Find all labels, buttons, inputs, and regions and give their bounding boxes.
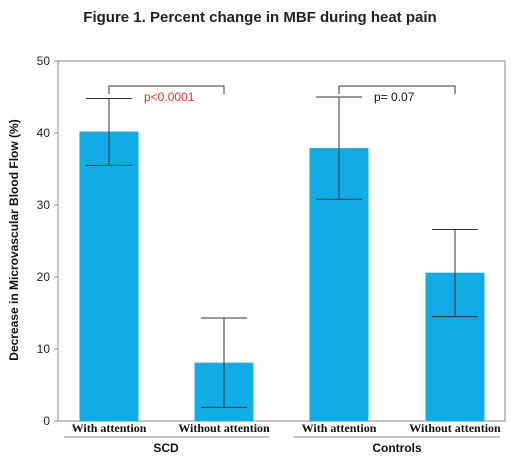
significance-bracket bbox=[108, 85, 225, 94]
y-axis-label: Decrease in Microvascular Blood Flow (%) bbox=[7, 119, 21, 360]
y-tick-label: 40 bbox=[37, 126, 51, 140]
group-label: SCD bbox=[153, 441, 179, 455]
significance-bracket bbox=[338, 85, 456, 94]
group-label: Controls bbox=[372, 441, 422, 455]
plot-area: 0 10 20 30 40 50 With attention Without attenti… bbox=[37, 54, 506, 455]
category-label: Without attention bbox=[178, 421, 270, 435]
y-tick-label: 50 bbox=[37, 54, 51, 68]
category-label: With attention bbox=[302, 421, 377, 435]
category-label: Without attention bbox=[409, 421, 501, 435]
category-label: With attention bbox=[72, 421, 147, 435]
y-tick-label: 30 bbox=[37, 198, 51, 212]
y-tick-label: 20 bbox=[37, 270, 51, 284]
plot-frame bbox=[57, 60, 506, 422]
bar bbox=[79, 131, 139, 421]
y-tick-label: 10 bbox=[37, 342, 51, 356]
p-value-label: p<0.0001 bbox=[144, 90, 195, 104]
p-value-label: p= 0.07 bbox=[374, 90, 415, 104]
y-tick-label: 0 bbox=[43, 414, 50, 428]
chart-title: Figure 1. Percent change in MBF during h… bbox=[83, 9, 436, 26]
